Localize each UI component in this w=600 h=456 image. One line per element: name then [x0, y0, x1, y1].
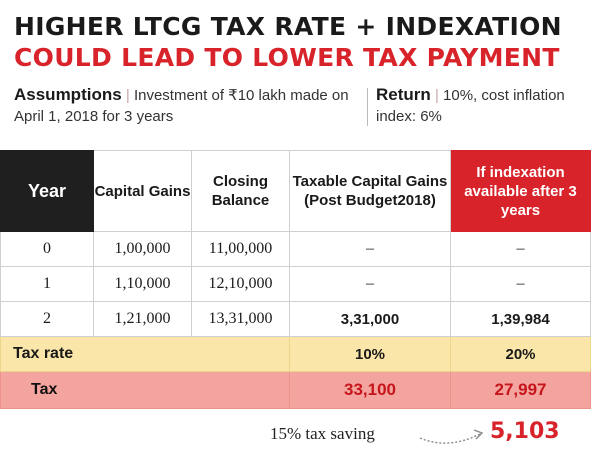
- table-header-row: Year Capital Gains Closing Balance Taxab…: [0, 150, 591, 232]
- tax-row: Tax 33,100 27,997: [0, 371, 591, 409]
- tax-saving-value: 5,103: [490, 419, 560, 444]
- return-note: Return | 10%, cost inflation index: 6%: [376, 84, 586, 127]
- return-label: Return: [376, 85, 431, 104]
- table-row: 0 1,00,000 11,00,000 – –: [0, 231, 591, 267]
- header-taxable-capital-gains: Taxable Capital Gains (Post Budget2018): [289, 150, 451, 232]
- cell-indexation: 1,39,984: [450, 301, 591, 337]
- headline-line-1: HIGHER LTCG TAX RATE + INDEXATION: [14, 12, 562, 41]
- table-row: 2 1,21,000 13,31,000 3,31,000 1,39,984: [0, 301, 591, 337]
- tax-saving-label: 15% tax saving: [270, 424, 375, 443]
- assumptions-text: Investment of ₹10 lakh made on April 1, …: [14, 87, 349, 125]
- cell-capital-gains: 1,00,000: [93, 231, 192, 267]
- curved-arrow-icon: [419, 429, 484, 444]
- cell-year: 0: [0, 231, 94, 267]
- cell-taxable: 3,31,000: [289, 301, 451, 337]
- cell-year: 1: [0, 266, 94, 302]
- cell-taxable: –: [289, 231, 451, 267]
- cell-indexation: –: [450, 266, 591, 302]
- tax-rate-taxable: 10%: [289, 336, 451, 372]
- headline-line-2: COULD LEAD TO LOWER TAX PAYMENT: [14, 43, 560, 72]
- header-capital-gains: Capital Gains: [93, 150, 192, 232]
- cell-closing-balance: 13,31,000: [191, 301, 290, 337]
- cell-indexation: –: [450, 231, 591, 267]
- header-year: Year: [0, 150, 94, 232]
- separator-pipe: |: [434, 87, 439, 104]
- tax-rate-label: Tax rate: [0, 336, 290, 372]
- separator-pipe: |: [125, 87, 130, 104]
- cell-taxable: –: [289, 266, 451, 302]
- cell-closing-balance: 11,00,000: [191, 231, 290, 267]
- cell-year: 2: [0, 301, 94, 337]
- assumptions-label: Assumptions: [14, 85, 122, 104]
- header-closing-balance: Closing Balance: [191, 150, 290, 232]
- note-divider: [367, 88, 368, 126]
- assumptions-note: Assumptions | Investment of ₹10 lakh mad…: [14, 84, 374, 127]
- return-text: 10%, cost inflation index: 6%: [376, 87, 565, 125]
- tax-rate-indexation: 20%: [450, 336, 591, 372]
- cell-capital-gains: 1,10,000: [93, 266, 192, 302]
- header-indexation: If indexation available after 3 years: [450, 150, 591, 232]
- tax-taxable: 33,100: [289, 371, 451, 409]
- tax-comparison-table: Year Capital Gains Closing Balance Taxab…: [0, 150, 591, 409]
- cell-closing-balance: 12,10,000: [191, 266, 290, 302]
- tax-rate-row: Tax rate 10% 20%: [0, 336, 591, 372]
- table-row: 1 1,10,000 12,10,000 – –: [0, 266, 591, 302]
- tax-indexation: 27,997: [450, 371, 591, 409]
- tax-label: Tax: [0, 371, 290, 409]
- cell-capital-gains: 1,21,000: [93, 301, 192, 337]
